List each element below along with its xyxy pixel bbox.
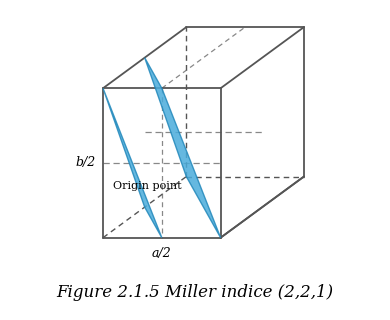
Text: Figure 2.1.5 Miller indice (2,2,1): Figure 2.1.5 Miller indice (2,2,1) — [57, 284, 333, 301]
Text: Origin point: Origin point — [113, 181, 181, 191]
Text: b/2: b/2 — [76, 156, 96, 170]
Polygon shape — [103, 88, 162, 238]
Polygon shape — [145, 58, 221, 238]
Text: a/2: a/2 — [152, 247, 172, 260]
